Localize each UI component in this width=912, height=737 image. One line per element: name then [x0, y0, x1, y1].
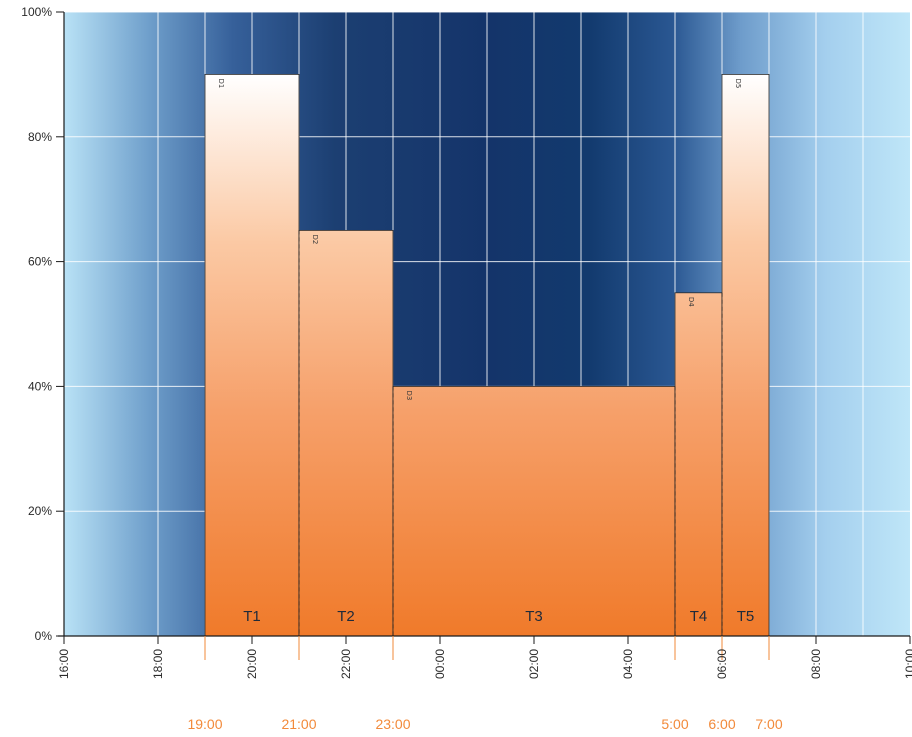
segment-label: T1	[243, 608, 261, 625]
x-tick-label: 10:00	[903, 649, 912, 679]
bar-segment	[204, 74, 300, 637]
x-tick-label: 06:00	[715, 649, 729, 679]
dimming-level-label: D3	[405, 390, 413, 400]
segment-label: T5	[737, 608, 755, 625]
event-time-label: 7:00	[755, 716, 782, 732]
bar-segment	[674, 292, 723, 637]
bars	[204, 74, 770, 637]
bar-segment	[298, 229, 394, 637]
y-tick-label: 20%	[28, 504, 52, 518]
dimming-level-label: D1	[217, 78, 225, 88]
event-time-label: 23:00	[375, 716, 410, 732]
y-tick-label: 0%	[35, 629, 53, 643]
x-tick-label: 02:00	[527, 649, 541, 679]
dimming-level-label: D4	[687, 297, 695, 307]
x-tick-label: 18:00	[151, 649, 165, 679]
bar-segment	[392, 385, 676, 637]
segment-dividers	[298, 230, 723, 636]
x-tick-label: 04:00	[621, 649, 635, 679]
segment-label: T2	[337, 608, 355, 625]
x-tick-label: 16:00	[57, 649, 71, 679]
x-tick-label: 00:00	[433, 649, 447, 679]
event-time-label: 6:00	[708, 716, 735, 732]
dimming-level-label: D5	[734, 78, 742, 88]
event-time-label: 21:00	[281, 716, 316, 732]
labels: 0% 20% 40% 60% 80% 100% 16:00 18:00 20:00 22:00 00…	[21, 5, 912, 732]
dimming-level-label: D2	[311, 234, 319, 244]
axes	[56, 11, 911, 660]
y-tick-label: 40%	[28, 379, 52, 393]
x-tick-label: 20:00	[245, 649, 259, 679]
segment-label: T4	[690, 608, 708, 625]
event-time-label: 19:00	[187, 716, 222, 732]
bar-segment	[721, 74, 770, 637]
x-tick-label: 22:00	[339, 649, 353, 679]
y-tick-label: 80%	[28, 130, 52, 144]
segment-label: T3	[525, 608, 543, 625]
y-tick-label: 60%	[28, 255, 52, 269]
y-tick-label: 100%	[21, 5, 52, 19]
event-time-label: 5:00	[661, 716, 688, 732]
x-tick-label: 08:00	[809, 649, 823, 679]
